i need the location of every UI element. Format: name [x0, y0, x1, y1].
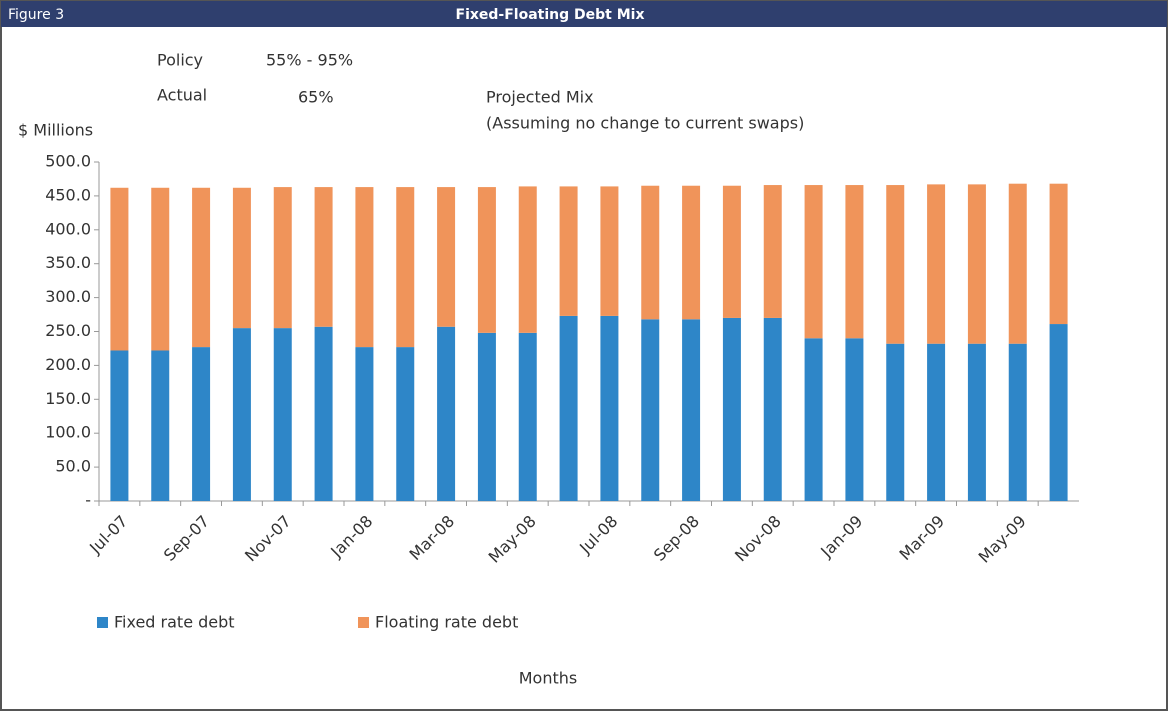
bar-segment: [600, 315, 619, 501]
bar-segment: [641, 319, 660, 501]
y-tick-label: 100.0: [45, 423, 91, 442]
y-tick-label: 400.0: [45, 219, 91, 238]
bar-segment: [722, 317, 741, 501]
bar-segment: [845, 185, 864, 339]
figure-label: Figure 3: [8, 7, 64, 23]
bar-segment: [1049, 324, 1068, 501]
projected-label: Projected Mix: [486, 88, 594, 107]
bar-segment: [477, 332, 496, 501]
bar-segment: [559, 186, 578, 316]
bar-segment: [151, 350, 170, 501]
bar-segment: [845, 338, 864, 501]
bar-segment: [763, 185, 782, 318]
title-bar: [1, 1, 1167, 27]
bar-segment: [886, 343, 905, 501]
bar-segment: [967, 343, 986, 501]
bar-segment: [437, 187, 456, 327]
actual-value: 65%: [298, 88, 334, 107]
bar-segment: [396, 187, 415, 348]
y-tick-label: 450.0: [45, 185, 91, 204]
bar-segment: [927, 343, 946, 501]
bar-segment: [355, 187, 374, 348]
bar-segment: [641, 185, 660, 320]
bar-segment: [1049, 183, 1068, 325]
bar-segment: [722, 185, 741, 318]
projected-note: (Assuming no change to current swaps): [486, 114, 804, 133]
bar-segment: [232, 328, 251, 501]
y-tick-label: -: [85, 491, 91, 510]
bar-segment: [477, 187, 496, 333]
x-axis-label: Months: [519, 669, 577, 688]
legend-swatch: [97, 617, 108, 628]
y-tick-label: 300.0: [45, 287, 91, 306]
y-tick-label: 50.0: [55, 457, 91, 476]
bar-segment: [804, 185, 823, 339]
bar-segment: [804, 338, 823, 501]
y-tick-label: 350.0: [45, 253, 91, 272]
bar-segment: [273, 187, 292, 329]
bar-segment: [192, 187, 211, 348]
legend-swatch: [358, 617, 369, 628]
bar-segment: [886, 185, 905, 344]
bar-segment: [151, 187, 170, 351]
y-axis-label: $ Millions: [18, 121, 93, 140]
bar-segment: [314, 187, 333, 327]
bar-segment: [518, 186, 537, 333]
bar-segment: [967, 184, 986, 344]
legend-label: Floating rate debt: [375, 613, 518, 632]
bar-segment: [682, 319, 701, 501]
chart-title: Fixed-Floating Debt Mix: [456, 7, 645, 23]
bar-segment: [1008, 183, 1027, 344]
bar-segment: [355, 347, 374, 501]
bar-segment: [1008, 343, 1027, 501]
bar-segment: [600, 186, 619, 316]
bar-segment: [110, 187, 129, 351]
policy-label: Policy: [157, 51, 203, 70]
bar-segment: [273, 328, 292, 501]
y-tick-label: 250.0: [45, 321, 91, 340]
bar-segment: [763, 317, 782, 501]
y-tick-label: 150.0: [45, 389, 91, 408]
bar-segment: [192, 347, 211, 501]
bar-segment: [396, 347, 415, 501]
policy-value: 55% - 95%: [266, 51, 353, 70]
bar-segment: [110, 350, 129, 501]
actual-label: Actual: [157, 86, 207, 105]
y-tick-label: 200.0: [45, 355, 91, 374]
bar-segment: [682, 185, 701, 320]
bar-segment: [518, 332, 537, 501]
bar-segment: [927, 184, 946, 344]
bar-segment: [437, 326, 456, 501]
bar-segment: [232, 187, 251, 329]
legend-label: Fixed rate debt: [114, 613, 235, 632]
bar-segment: [314, 326, 333, 501]
y-tick-label: 500.0: [45, 152, 91, 171]
bar-segment: [559, 315, 578, 501]
